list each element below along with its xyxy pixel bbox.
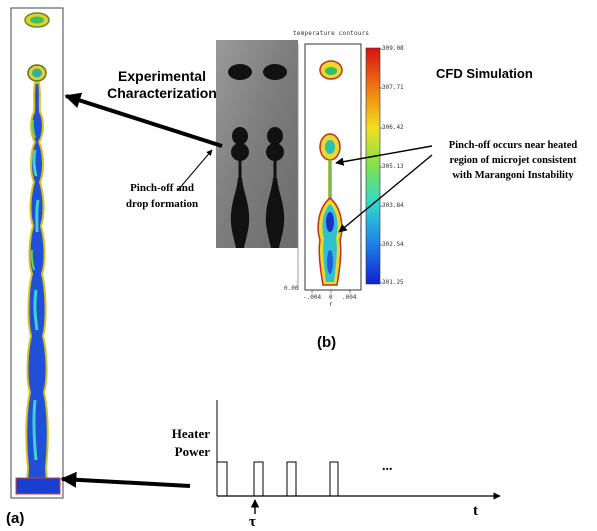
colorbar-tick-label: 305.13	[382, 163, 404, 170]
experimental-photo	[216, 40, 298, 248]
label-heater-power-line: Power	[174, 444, 210, 459]
heater-pulse-plot	[216, 400, 501, 514]
colorbar-tick-label: 303.84	[382, 202, 404, 209]
label-pinch-off-heated-line: region of microjet consistent	[449, 155, 577, 166]
colorbar-tick-label: 306.42	[382, 124, 404, 131]
arrow-pinch-neck	[335, 145, 433, 166]
label-pinch-off-drop: Pinch-off and drop formation	[112, 180, 212, 212]
panel-label-a: (a)	[6, 510, 25, 527]
label-pinch-off-heated-line: with Marangoni Instability	[452, 170, 574, 181]
label-heater-power: Heater Power	[140, 425, 210, 461]
contour-y-tick: 0.00	[284, 285, 299, 292]
contour-x-tick: .004	[342, 294, 357, 301]
contour-plot-title: temperature contours	[293, 30, 370, 37]
colorbar-tick-label: 307.71	[382, 84, 404, 91]
panel-label-b: (b)	[317, 334, 337, 351]
label-experimental: Experimental Characterization	[107, 68, 217, 101]
colorbar-tick-label: 302.54	[382, 241, 404, 248]
jet-simulation-column	[10, 7, 64, 499]
label-pinch-off-heated-line: Pinch-off occurs near heated	[448, 140, 578, 151]
tau-label: τ	[249, 514, 256, 530]
contour-x-tick: 0	[329, 294, 333, 301]
label-heater-power-line: Heater	[171, 426, 210, 441]
label-cfd-simulation: CFD Simulation	[436, 66, 533, 81]
contour-x-tick: -.004	[303, 294, 322, 301]
arrow-pinch-photo	[177, 149, 213, 191]
label-pinch-off-drop-line: Pinch-off and	[130, 182, 194, 194]
contour-x-label: r	[329, 301, 333, 308]
arrow-heater	[60, 471, 191, 488]
cfd-contour-plot	[297, 43, 362, 293]
label-pinch-off-heated: Pinch-off occurs near heated region of m…	[428, 138, 597, 183]
colorbar-tick-label: 301.25	[382, 279, 404, 286]
continuation-dots: ...	[382, 459, 393, 474]
time-axis-label: t	[473, 503, 478, 519]
colorbar	[365, 47, 383, 285]
label-pinch-off-drop-line: drop formation	[125, 198, 199, 210]
arrow-experimental	[64, 92, 223, 148]
colorbar-tick-label: 309.08	[382, 45, 404, 52]
arrow-pinch-bulge	[338, 154, 433, 233]
